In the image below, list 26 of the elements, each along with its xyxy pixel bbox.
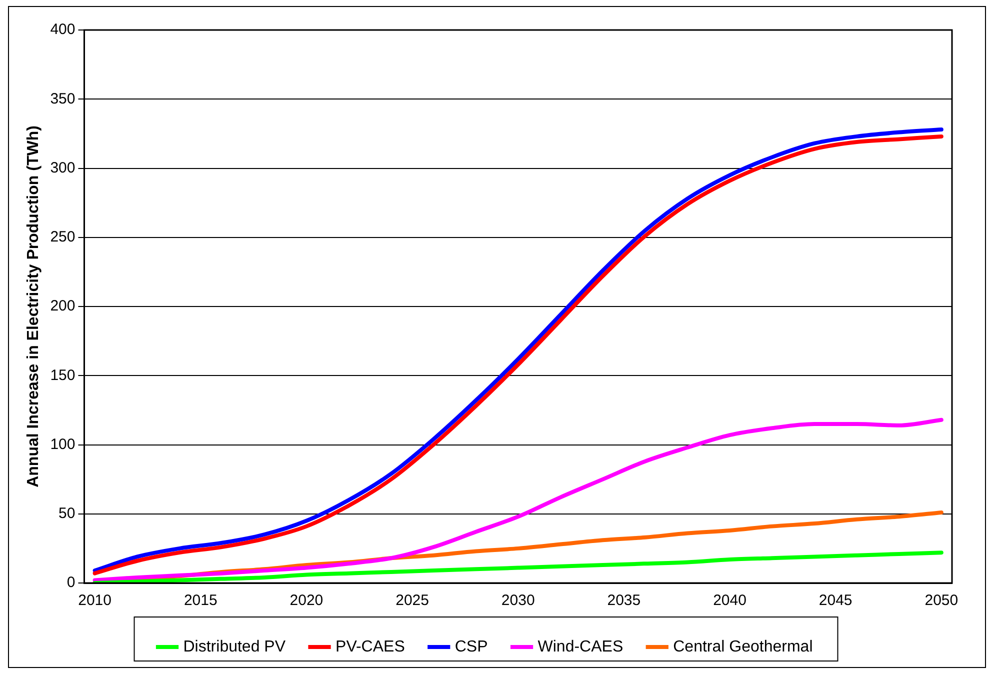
- x-tick-label: 2020: [290, 592, 324, 610]
- line-series: [92, 550, 944, 583]
- y-tick-label: 50: [58, 505, 76, 522]
- y-tick-label: 150: [50, 366, 76, 384]
- x-tick-label: 2050: [924, 592, 958, 610]
- x-tick-label: 2010: [78, 592, 112, 610]
- line-series: [92, 418, 944, 582]
- x-tick-label: 2015: [184, 592, 218, 610]
- y-tick-label: 350: [50, 90, 76, 108]
- legend-label: Wind-CAES: [538, 638, 624, 656]
- x-tick-label: 2030: [501, 592, 535, 610]
- x-tick-label: 2045: [818, 592, 852, 610]
- legend-label: Central Geothermal: [673, 638, 813, 656]
- y-axis-title: Annual Increase in Electricity Production (TWh): [25, 126, 42, 488]
- y-tick-label: 100: [50, 436, 76, 453]
- y-tick-label: 200: [50, 298, 76, 315]
- y-tick-label: 0: [66, 574, 76, 592]
- legend-label: Distributed PV: [183, 638, 286, 656]
- y-tick-label: 300: [50, 159, 76, 176]
- x-tick-label: 2025: [396, 592, 429, 610]
- y-tick-label: 400: [50, 21, 76, 38]
- legend-label: CSP: [454, 638, 488, 656]
- y-tick-label: 250: [50, 228, 76, 246]
- legend-label: PV-CAES: [336, 638, 405, 656]
- x-tick-label: 2040: [713, 592, 746, 610]
- x-tick-label: 2035: [607, 592, 641, 610]
